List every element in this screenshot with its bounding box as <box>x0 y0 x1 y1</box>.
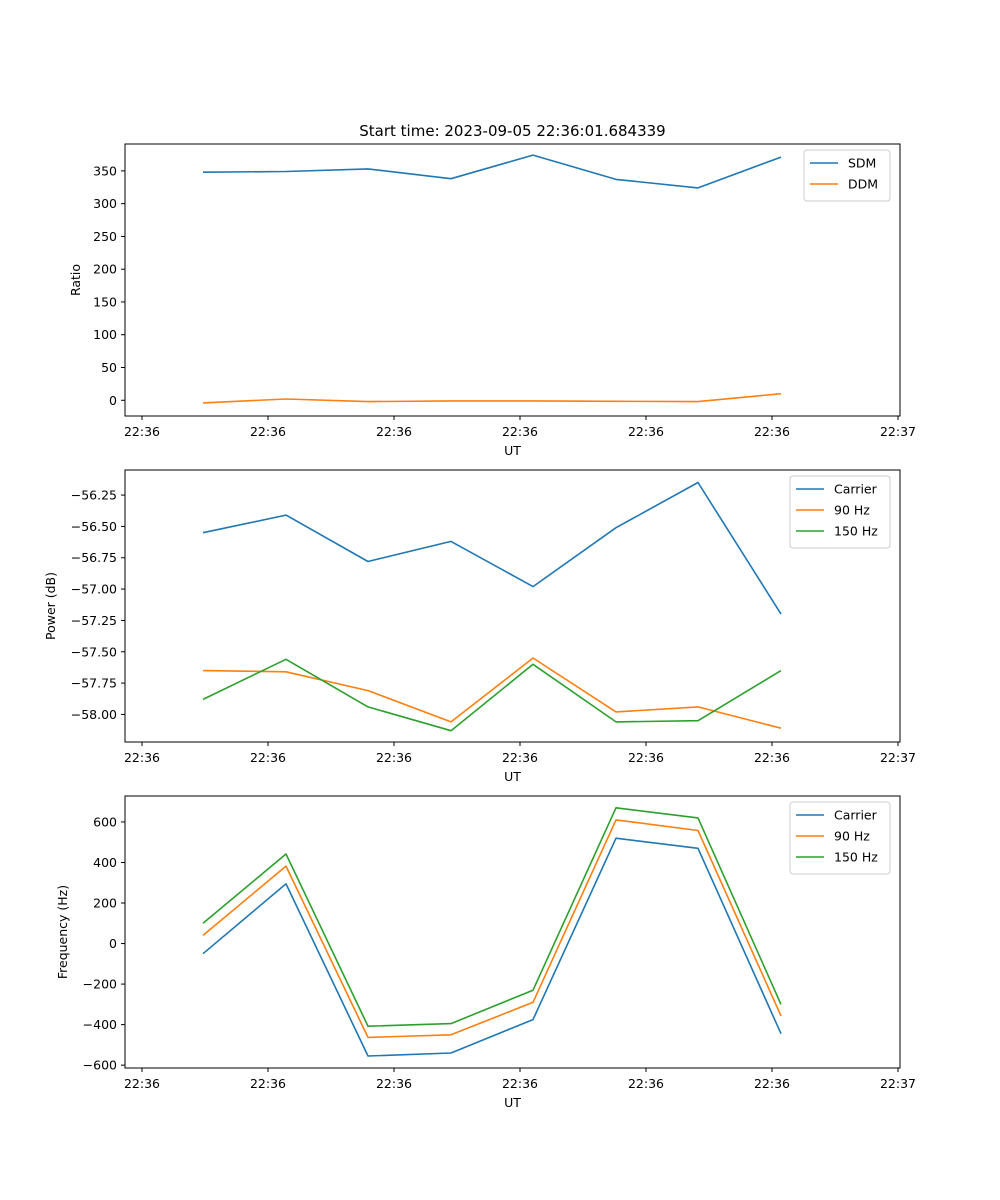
legend-entry: 90 Hz <box>834 829 870 844</box>
y-tick-label: 0 <box>109 936 117 951</box>
y-tick-label: 0 <box>109 393 117 408</box>
legend-entry: SDM <box>848 156 876 171</box>
y-tick-label: 50 <box>101 360 117 375</box>
legend-entry: 90 Hz <box>834 503 870 518</box>
legend: Carrier 90 Hz 150 Hz <box>789 801 891 875</box>
axes-frame <box>124 143 901 417</box>
series-line-90-hz <box>202 657 782 729</box>
legend-entry: 150 Hz <box>834 850 878 865</box>
series-line-carrier <box>202 837 782 1057</box>
x-tick-label: 22:36 <box>502 424 538 439</box>
x-tick-label: 22:36 <box>376 750 412 765</box>
x-tick-label: 22:36 <box>754 424 790 439</box>
y-tick-label: −58.00 <box>71 707 117 722</box>
y-tick-label: 200 <box>93 262 117 277</box>
x-tick-label: 22:36 <box>250 750 286 765</box>
series-line-150-hz <box>202 658 782 732</box>
legend: SDM DDM <box>803 149 891 202</box>
x-tick-label: 22:36 <box>376 1076 412 1091</box>
legend-entry: Carrier <box>834 808 878 823</box>
series-line-ddm <box>202 392 782 404</box>
chart-panel-1: 0 50 100 150 200 250 300 350 22:36 22:36 22:36 22:3… <box>68 143 916 458</box>
x-tick-label: 22:37 <box>880 424 916 439</box>
x-tick-label: 22:36 <box>502 750 538 765</box>
figure-title: Start time: 2023-09-05 22:36:01.684339 <box>359 122 665 140</box>
x-tick-label: 22:37 <box>880 1076 916 1091</box>
y-tick-label: 200 <box>93 896 117 911</box>
x-axis-label: UT <box>504 1095 521 1110</box>
y-axis-label: Frequency (Hz) <box>55 885 70 979</box>
y-tick-label: −56.75 <box>71 550 117 565</box>
y-tick-label: 150 <box>93 294 117 309</box>
series-line-sdm <box>202 154 782 189</box>
x-axis-label: UT <box>504 443 521 458</box>
legend-entry: DDM <box>848 177 878 192</box>
x-tick-label: 22:36 <box>628 1076 664 1091</box>
axes-frame <box>124 469 901 743</box>
legend-box <box>789 475 891 549</box>
x-tick-label: 22:37 <box>880 750 916 765</box>
y-tick-label: −57.75 <box>71 676 117 691</box>
x-tick-label: 22:36 <box>124 750 160 765</box>
x-tick-label: 22:36 <box>628 750 664 765</box>
y-tick-label: −400 <box>83 1017 117 1032</box>
y-tick-label: 350 <box>93 163 117 178</box>
y-tick-label: −600 <box>83 1058 117 1073</box>
y-tick-label: −200 <box>83 977 117 992</box>
chart-panel-2: −58.00 −57.75 −57.50 −57.25 −57.00 −56.75 −56.… <box>43 469 916 784</box>
x-tick-label: 22:36 <box>250 1076 286 1091</box>
y-axis-label: Ratio <box>68 264 83 296</box>
legend-entry: 150 Hz <box>834 524 878 539</box>
y-tick-label: 100 <box>93 327 117 342</box>
y-tick-label: −57.50 <box>71 644 117 659</box>
y-tick-label: −57.00 <box>71 582 117 597</box>
x-tick-label: 22:36 <box>124 1076 160 1091</box>
y-tick-label: 600 <box>93 814 117 829</box>
y-axis-label: Power (dB) <box>43 572 58 640</box>
y-tick-label: −56.25 <box>71 488 117 503</box>
x-tick-label: 22:36 <box>754 750 790 765</box>
legend-box <box>803 149 891 202</box>
x-tick-label: 22:36 <box>754 1076 790 1091</box>
y-tick-label: −56.50 <box>71 519 117 534</box>
x-tick-label: 22:36 <box>376 424 412 439</box>
y-tick-label: 250 <box>93 229 117 244</box>
legend: Carrier 90 Hz 150 Hz <box>789 475 891 549</box>
x-axis-label: UT <box>504 769 521 784</box>
y-tick-label: −57.25 <box>71 613 117 628</box>
x-tick-label: 22:36 <box>250 424 286 439</box>
series-line-carrier <box>202 481 782 615</box>
series-line-90-hz <box>202 819 782 1039</box>
chart-panel-3: −600 −400 −200 0 200 400 600 22:36 22:36 22:36 22:… <box>55 795 916 1110</box>
y-tick-label: 400 <box>93 855 117 870</box>
x-tick-label: 22:36 <box>502 1076 538 1091</box>
y-tick-label: 300 <box>93 196 117 211</box>
x-tick-label: 22:36 <box>628 424 664 439</box>
x-tick-label: 22:36 <box>124 424 160 439</box>
legend-box <box>789 801 891 875</box>
series-line-150-hz <box>202 806 782 1027</box>
legend-entry: Carrier <box>834 482 878 497</box>
axes-frame <box>124 795 901 1069</box>
